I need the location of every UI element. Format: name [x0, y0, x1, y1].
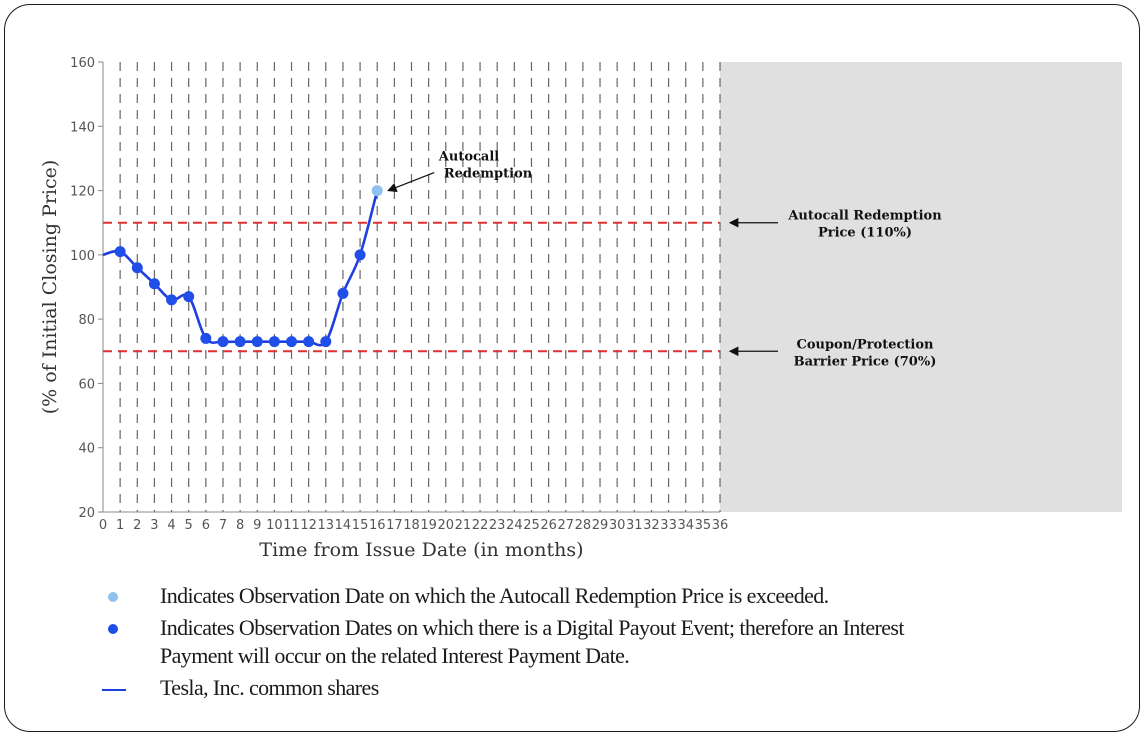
- x-tick-label-16: 16: [369, 518, 386, 533]
- x-tick-label-24: 24: [506, 518, 523, 533]
- blue-dot-icon: [108, 624, 118, 634]
- x-tick-label-31: 31: [626, 518, 643, 533]
- annotation-autocall-line1: Autocall: [438, 150, 499, 165]
- digital-payout-point-12: [303, 336, 315, 348]
- x-tick-label-23: 23: [489, 518, 506, 533]
- y-axis-ticks: 20 40 60 80 100 120 140 160: [70, 56, 103, 521]
- digital-payout-point-1: [114, 246, 126, 258]
- digital-payout-point-8: [234, 336, 246, 348]
- legend-item-digital-payout: Indicates Observation Dates on which the…: [100, 614, 1140, 670]
- x-tick-label-0: 0: [99, 518, 107, 533]
- digital-payout-point-2: [131, 262, 143, 274]
- y-tick-label-60: 60: [78, 377, 95, 392]
- digital-payout-point-11: [286, 336, 298, 348]
- x-tick-label-2: 2: [133, 518, 141, 533]
- x-tick-label-9: 9: [253, 518, 261, 533]
- post-maturity-shaded-region: [720, 62, 1122, 512]
- annotation-autocall-line2: Redemption: [444, 167, 533, 182]
- x-tick-label-11: 11: [283, 518, 300, 533]
- observation-points: [114, 185, 383, 348]
- legend-text-series: Tesla, Inc. common shares: [160, 675, 379, 700]
- y-tick-label-80: 80: [78, 313, 95, 328]
- digital-payout-point-9: [251, 336, 263, 348]
- x-tick-label-36: 36: [712, 518, 729, 533]
- y-tick-label-120: 120: [70, 185, 95, 200]
- vertical-gridlines: [119, 62, 721, 512]
- y-tick-label-100: 100: [70, 249, 95, 264]
- legend-item-series: Tesla, Inc. common shares: [100, 674, 1140, 702]
- x-tick-label-13: 13: [318, 518, 335, 533]
- x-tick-label-32: 32: [643, 518, 660, 533]
- x-tick-label-5: 5: [185, 518, 193, 533]
- digital-payout-point-3: [148, 278, 160, 290]
- x-tick-label-35: 35: [695, 518, 712, 533]
- x-tick-label-17: 17: [386, 518, 403, 533]
- x-tick-label-28: 28: [575, 518, 592, 533]
- digital-payout-point-6: [200, 332, 212, 344]
- x-tick-label-14: 14: [335, 518, 352, 533]
- x-tick-label-7: 7: [219, 518, 227, 533]
- x-tick-label-33: 33: [660, 518, 677, 533]
- digital-payout-point-10: [268, 336, 280, 348]
- legend-text-autocall: Indicates Observation Date on which the …: [160, 583, 829, 608]
- y-tick-label-20: 20: [78, 506, 95, 521]
- reference-label-110-line1: Autocall Redemption: [787, 209, 942, 224]
- x-tick-label-12: 12: [300, 518, 317, 533]
- reference-label-110-line2: Price (110%): [818, 226, 912, 241]
- digital-payout-point-7: [217, 336, 229, 348]
- reference-label-70-line2: Barrier Price (70%): [794, 354, 937, 369]
- legend-text-digital-payout-line2: Payment will occur on the related Intere…: [160, 643, 630, 668]
- legend-item-autocall: Indicates Observation Date on which the …: [100, 582, 1140, 610]
- x-axis-ticks: 0 1 2 3 4 5 6 7 8 9 10 11 12 13 14 15 16 17 18 19 20 21 22 23 24…: [99, 518, 728, 533]
- x-tick-label-21: 21: [455, 518, 472, 533]
- annotations: Autocall Redemption Autocall Redemption Pri…: [387, 150, 942, 369]
- blue-line-icon: [102, 689, 126, 691]
- reference-lines: [103, 221, 720, 353]
- x-tick-label-34: 34: [677, 518, 694, 533]
- y-tick-label-40: 40: [78, 442, 95, 457]
- x-tick-label-3: 3: [150, 518, 158, 533]
- legend: Indicates Observation Date on which the …: [100, 582, 1140, 706]
- x-tick-label-22: 22: [472, 518, 489, 533]
- autocall-point-16: [371, 185, 383, 197]
- y-tick-label-140: 140: [70, 120, 95, 135]
- digital-payout-point-4: [166, 294, 178, 306]
- light-blue-dot-icon: [108, 592, 118, 602]
- x-tick-label-29: 29: [592, 518, 609, 533]
- x-tick-label-8: 8: [236, 518, 244, 533]
- legend-text-digital-payout-line1: Indicates Observation Dates on which the…: [160, 615, 904, 640]
- x-tick-label-30: 30: [609, 518, 626, 533]
- x-tick-label-20: 20: [438, 518, 455, 533]
- x-tick-label-4: 4: [167, 518, 175, 533]
- x-tick-label-1: 1: [116, 518, 124, 533]
- x-tick-label-27: 27: [557, 518, 574, 533]
- digital-payout-point-13: [320, 336, 332, 348]
- annotation-autocall-arrow: [387, 172, 435, 192]
- x-tick-label-26: 26: [540, 518, 557, 533]
- x-tick-label-19: 19: [420, 518, 437, 533]
- x-tick-label-18: 18: [403, 518, 420, 533]
- reference-label-70-line1: Coupon/Protection: [797, 337, 935, 352]
- chart-frame: [4, 4, 1140, 732]
- digital-payout-point-14: [337, 287, 349, 299]
- x-axis-label: Time from Issue Date (in months): [259, 539, 583, 561]
- y-tick-label-160: 160: [70, 56, 95, 71]
- y-axis-label: (% of Initial Closing Price): [39, 160, 61, 415]
- x-tick-label-25: 25: [523, 518, 540, 533]
- digital-payout-point-5: [183, 291, 195, 303]
- x-tick-label-6: 6: [202, 518, 210, 533]
- x-tick-label-10: 10: [266, 518, 283, 533]
- x-tick-label-15: 15: [352, 518, 369, 533]
- digital-payout-point-15: [354, 249, 366, 261]
